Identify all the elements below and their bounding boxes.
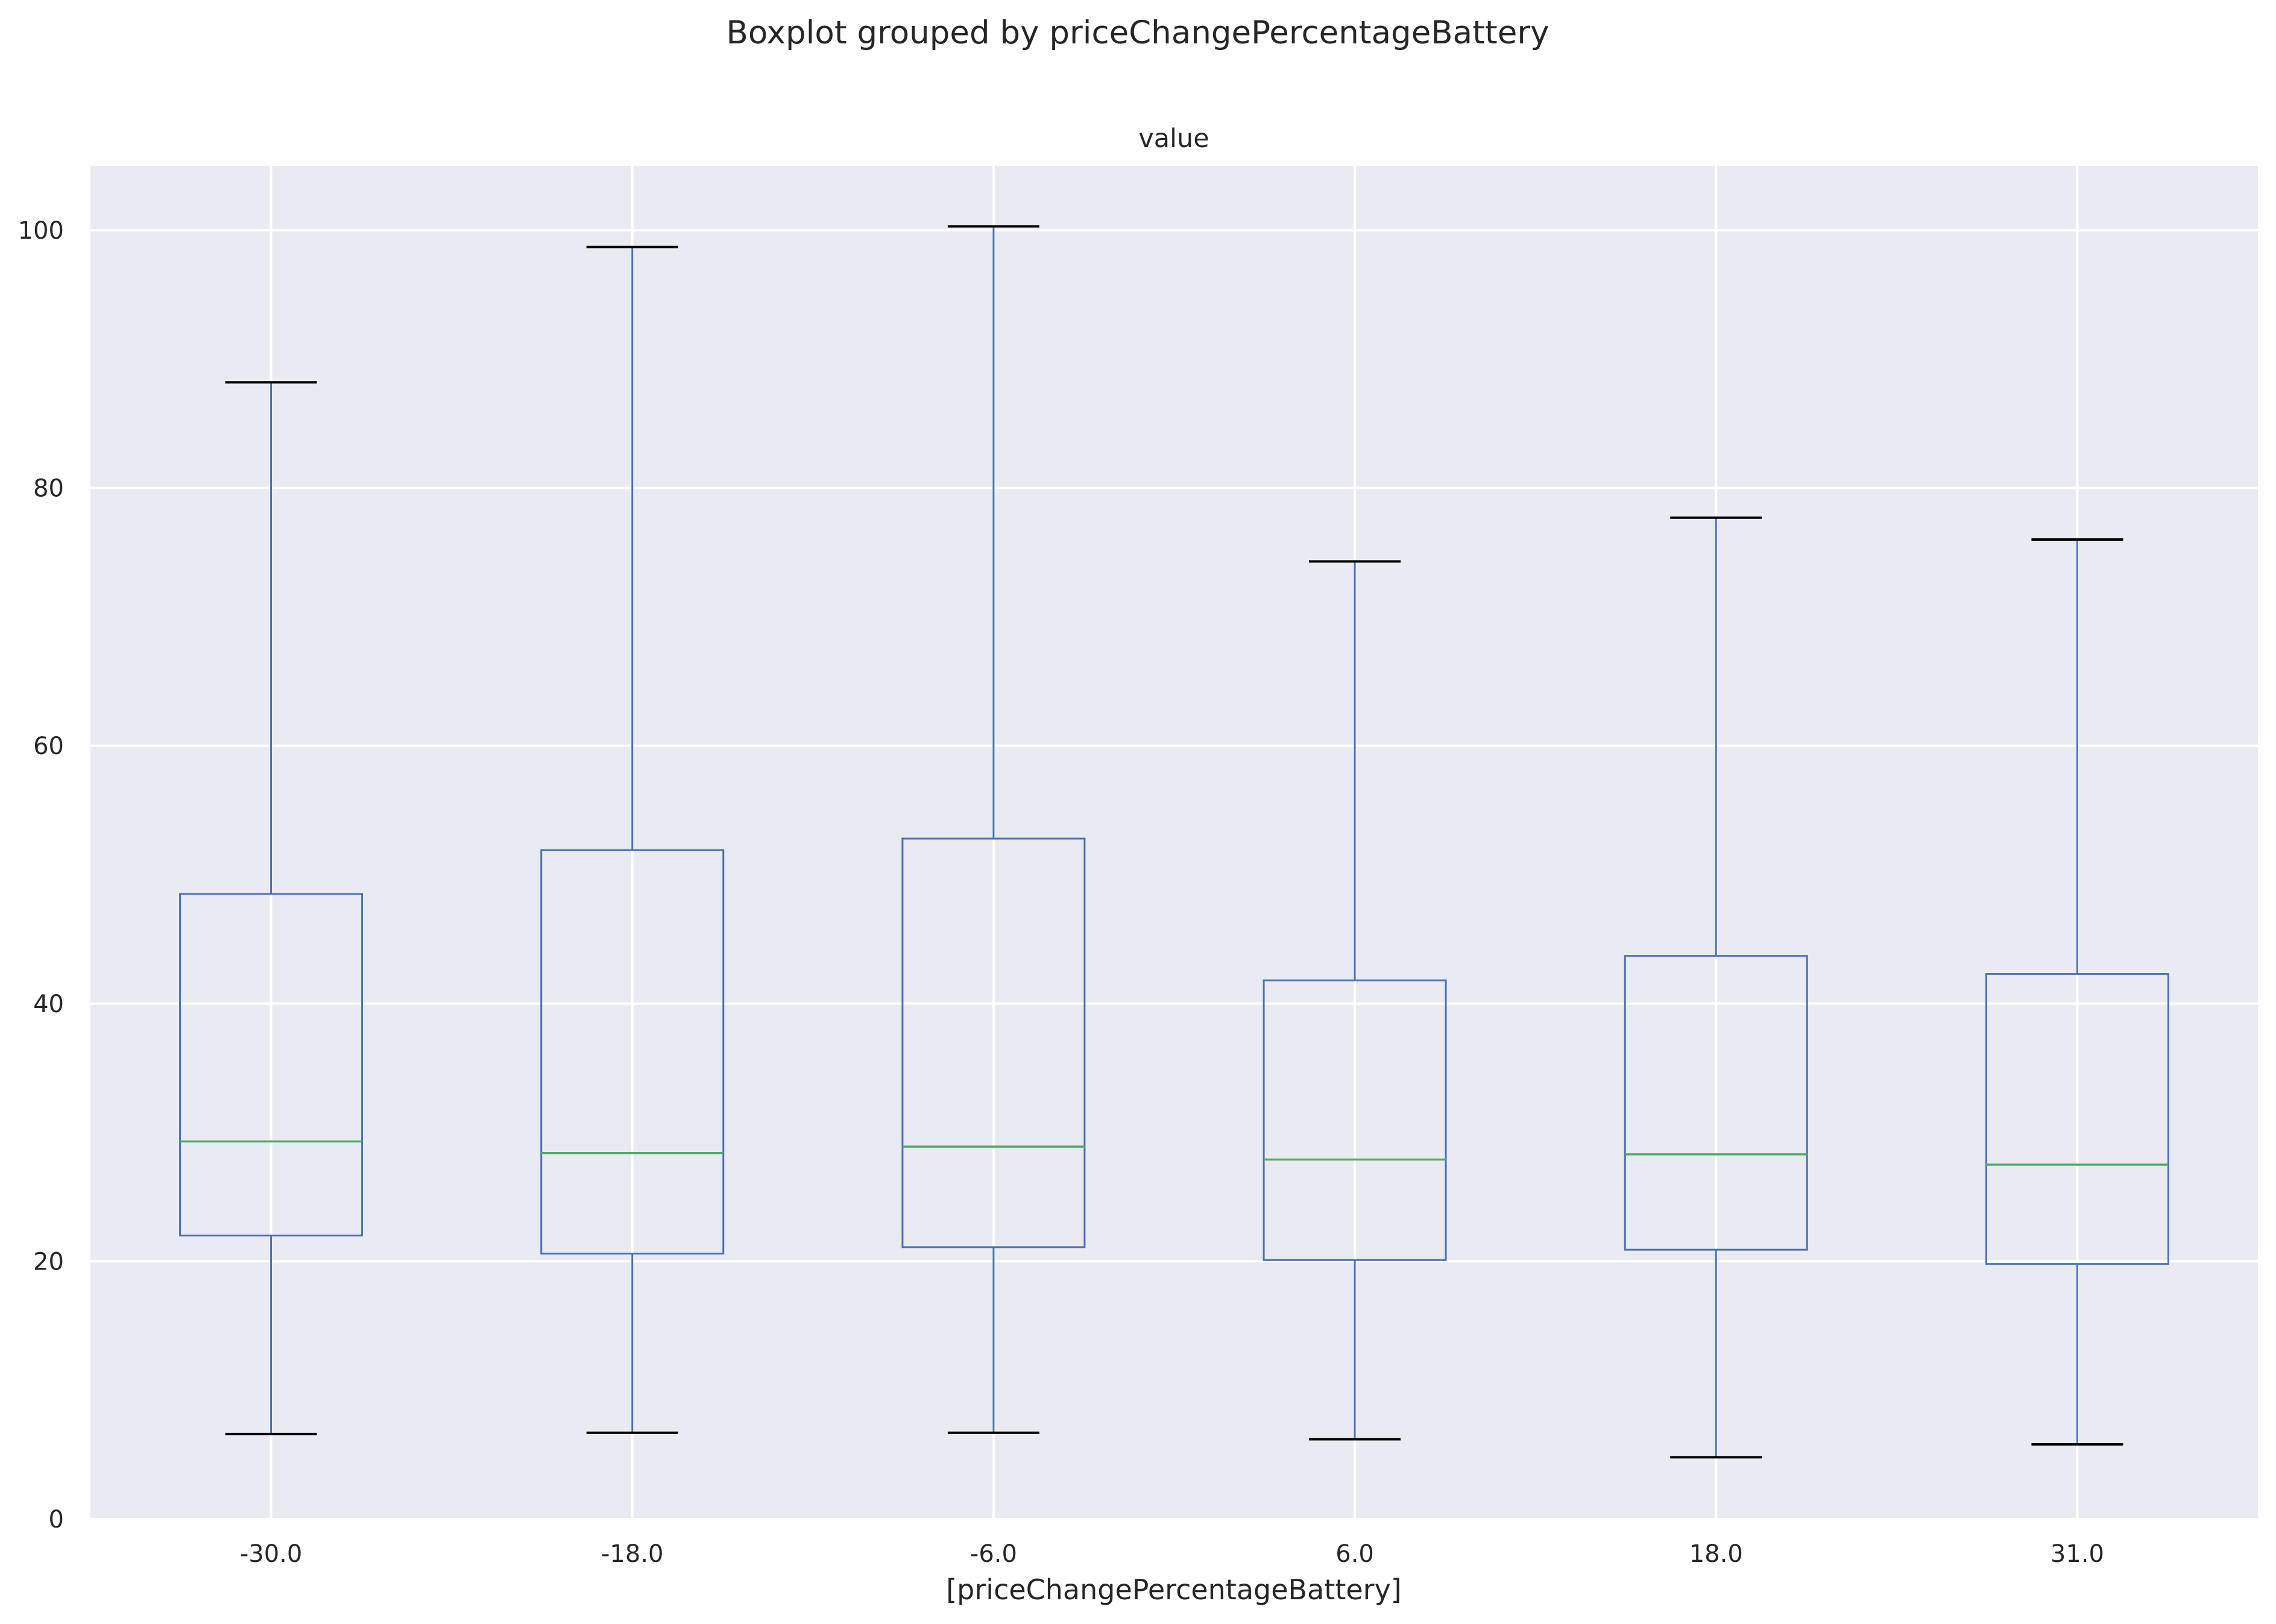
- y-axis-ticks: 0 20 40 60 80 100: [18, 217, 64, 1534]
- y-tick-label: 0: [49, 1506, 64, 1534]
- y-tick-label: 20: [33, 1248, 64, 1276]
- boxes: [179, 225, 2169, 1459]
- box-group: [901, 225, 1086, 1434]
- y-tick-label: 40: [33, 990, 64, 1018]
- box: [901, 837, 1086, 1248]
- y-tick-label: 60: [33, 732, 64, 760]
- box-group: [1263, 560, 1447, 1441]
- box-group: [540, 245, 725, 1434]
- box: [179, 893, 364, 1237]
- box: [1985, 973, 2169, 1265]
- x-axis-ticks: -30.0 -18.0 -6.0 6.0 18.0 31.0: [240, 1540, 2104, 1568]
- box: [1624, 955, 1808, 1251]
- plot-area: [90, 166, 2258, 1519]
- x-tick-label: -18.0: [601, 1540, 664, 1568]
- chart-title: Boxplot grouped by priceChangePercentage…: [727, 14, 1549, 51]
- x-axis-label: [priceChangePercentageBattery]: [946, 1573, 1402, 1606]
- box: [1263, 979, 1447, 1261]
- box-group: [1985, 538, 2169, 1446]
- axes-subtitle: value: [1138, 124, 1209, 154]
- box-group: [179, 381, 364, 1435]
- x-tick-label: 18.0: [1689, 1540, 1743, 1568]
- y-tick-label: 80: [33, 475, 64, 503]
- x-tick-label: -30.0: [240, 1540, 303, 1568]
- x-tick-label: 31.0: [2051, 1540, 2104, 1568]
- x-tick-label: -6.0: [970, 1540, 1017, 1568]
- box-group: [1624, 516, 1808, 1459]
- x-tick-label: 6.0: [1335, 1540, 1374, 1568]
- box: [540, 849, 725, 1255]
- y-tick-label: 100: [18, 217, 64, 245]
